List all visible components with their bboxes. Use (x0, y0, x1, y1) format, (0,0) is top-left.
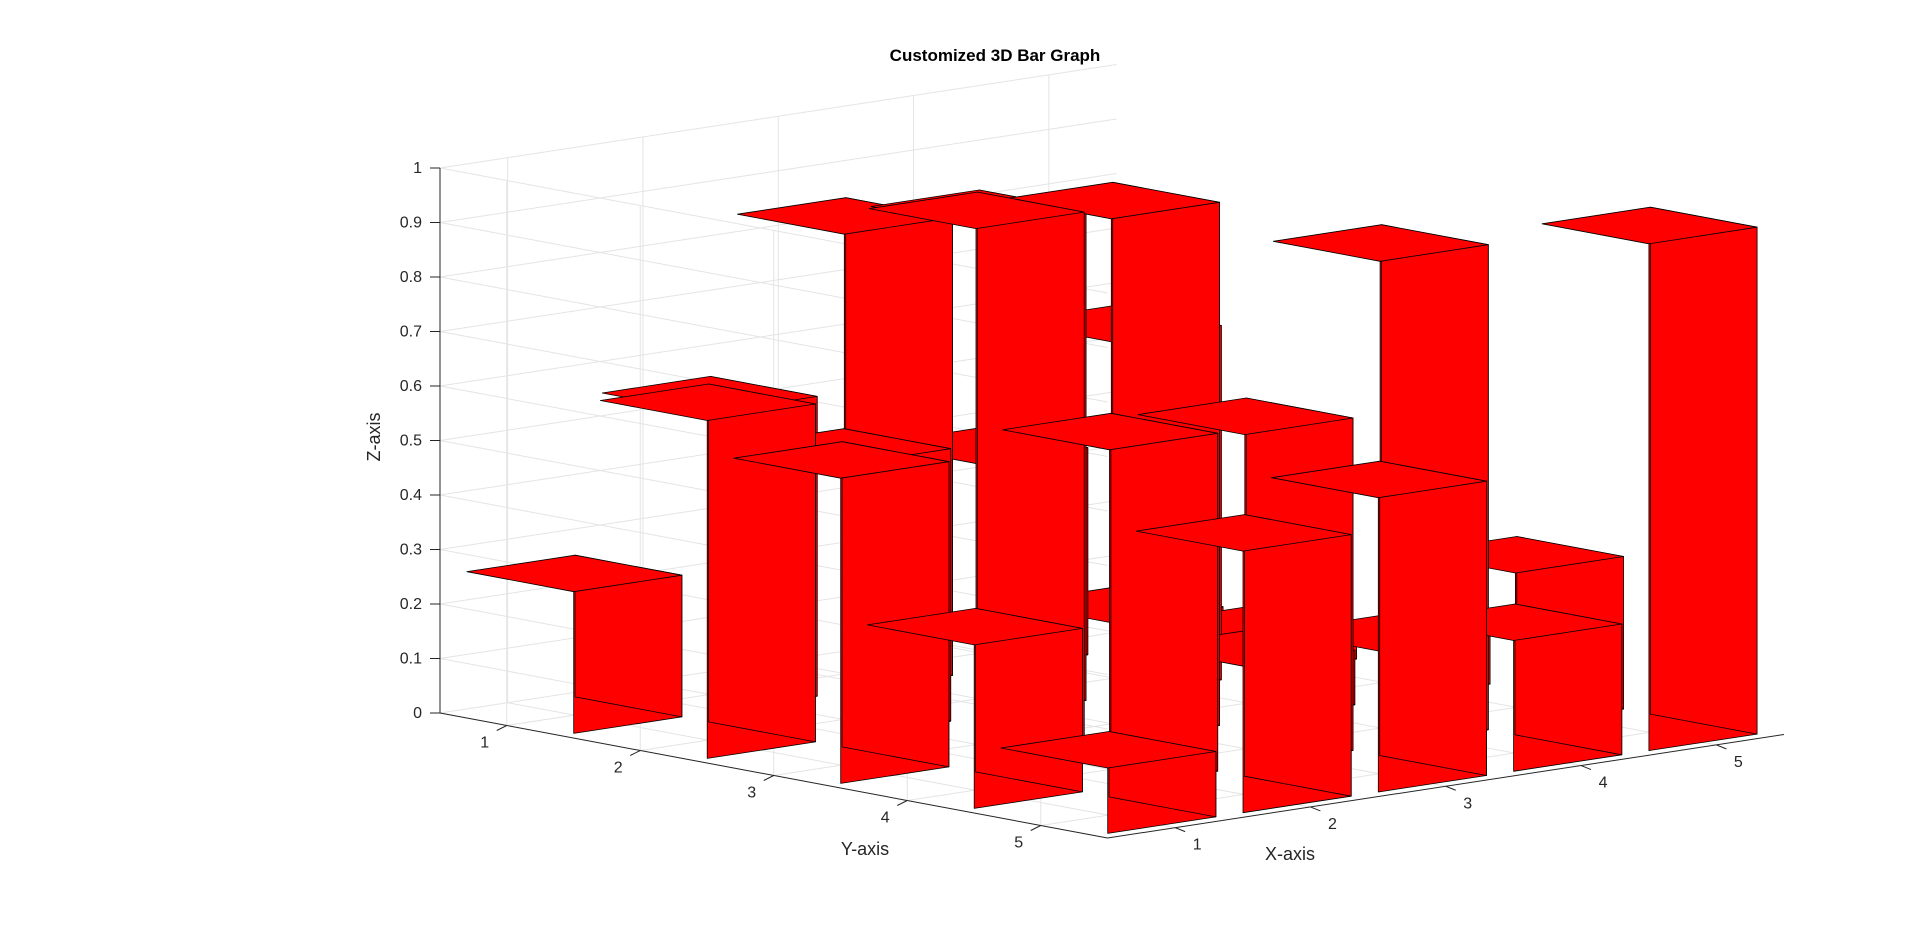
bar-top-face (466, 554, 683, 593)
bar (1135, 514, 1352, 814)
bar-side-face (1110, 412, 1219, 772)
x-tick-label: 5 (1734, 754, 1743, 771)
x-tick-mark (1174, 827, 1186, 833)
bar-top-face (733, 441, 950, 479)
y-tick-label: 3 (747, 785, 756, 802)
x-tick-label: 1 (1193, 837, 1202, 854)
bar (733, 441, 950, 784)
y-tick-mark (763, 775, 774, 781)
bar-top-face (1135, 514, 1352, 552)
x-axis-label: X-axis (1265, 844, 1315, 864)
axis-layer: 0 0.1 0.2 0.3 0.4 0.5 0.6 0.7 0.8 0.9 1 1 2 3 4 5 1 2 3 4 5 (400, 160, 1785, 854)
y-tick-mark (897, 800, 908, 806)
bar-top-face (1541, 206, 1758, 245)
bar-top-face (1002, 412, 1219, 451)
bar-side-face (1649, 206, 1758, 735)
bar-top-face (1271, 460, 1487, 499)
z-tick-label: 0.4 (400, 487, 422, 504)
z-tick-label: 0.9 (400, 215, 422, 232)
y-axis-label: Y-axis (841, 839, 889, 859)
z-tick-label: 0.5 (400, 433, 422, 450)
bar-top-face (1137, 397, 1354, 436)
bar (466, 554, 683, 734)
z-tick-label: 0.2 (400, 596, 422, 613)
bar (1406, 603, 1623, 772)
bar-side-face (1244, 514, 1352, 797)
y-tick-mark (1030, 825, 1041, 831)
x-tick-mark (1716, 744, 1727, 750)
x-tick-label: 4 (1599, 775, 1608, 792)
z-tick-label: 0 (413, 705, 422, 722)
x-tick-mark (1580, 765, 1592, 771)
y-tick-label: 4 (881, 810, 890, 827)
bar (600, 383, 816, 759)
z-tick-label: 0.6 (400, 378, 422, 395)
y-tick-label: 5 (1014, 835, 1023, 852)
bar (1002, 412, 1219, 789)
x-tick-label: 2 (1328, 816, 1337, 833)
bar-side-face (841, 441, 950, 768)
z-tick-label: 0.3 (400, 542, 422, 559)
bar (1271, 460, 1487, 793)
bar (1541, 206, 1758, 751)
y-tick-mark (630, 750, 641, 756)
bar-top-face (1272, 224, 1489, 262)
bar (1000, 731, 1217, 834)
z-tick-label: 0.8 (400, 269, 422, 286)
bar-side-face (708, 383, 816, 743)
x-tick-mark (1445, 785, 1456, 791)
z-tick-label: 0.7 (400, 324, 422, 341)
z-axis-label: Z-axis (364, 413, 384, 462)
bar-top-face (600, 383, 816, 421)
bar-top-face (867, 608, 1083, 646)
bar-top-face (868, 191, 1085, 230)
y-tick-label: 2 (614, 760, 623, 777)
x-tick-label: 3 (1463, 795, 1472, 812)
bar-top-face (1000, 731, 1217, 769)
z-tick-label: 0.1 (400, 651, 422, 668)
bars-layer (466, 181, 1758, 834)
bar-side-face (1379, 460, 1487, 776)
y-tick-label: 1 (480, 735, 489, 752)
y-tick-mark (496, 725, 507, 731)
x-tick-mark (1310, 806, 1321, 812)
chart-title: Customized 3D Bar Graph (890, 46, 1101, 65)
z-tick-label: 1 (413, 160, 422, 177)
